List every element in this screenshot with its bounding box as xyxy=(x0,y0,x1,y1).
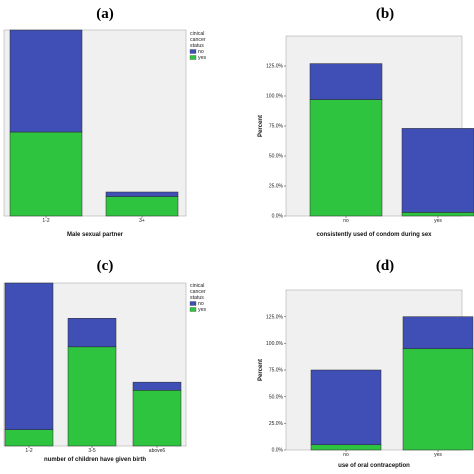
bar-yes-no xyxy=(310,444,382,451)
y-tick-label: 50.0% xyxy=(269,394,284,400)
y-tick-label: 0.0% xyxy=(272,214,284,220)
x-axis-title: number of children have given birth xyxy=(44,457,146,463)
y-tick-label: 100.0% xyxy=(266,94,284,100)
bar-no-1-2 xyxy=(4,282,54,430)
x-tick-label: yes xyxy=(434,452,442,458)
legend-label-no: no xyxy=(198,301,204,307)
panel-letter-c: (c) xyxy=(97,258,114,274)
y-tick-label: 50.0% xyxy=(269,154,284,160)
bar-no-1-2 xyxy=(9,29,83,133)
legend-label-yes: yes xyxy=(198,55,206,61)
bar-no-yes xyxy=(401,128,474,213)
legend-title: cinical xyxy=(190,283,204,289)
legend-title: cinical xyxy=(190,31,204,37)
bar-yes-above6 xyxy=(132,390,182,447)
y-axis-title: Percent xyxy=(258,115,264,137)
bar-no-no xyxy=(310,369,382,445)
y-tick-label: 25.0% xyxy=(269,421,284,427)
panel-letter-d: (d) xyxy=(376,258,394,274)
y-tick-label: 125.0% xyxy=(266,314,284,320)
y-tick-label: 75.0% xyxy=(269,124,284,130)
x-axis-title: use of oral contraception xyxy=(338,463,410,469)
legend-title: cancer xyxy=(190,289,206,295)
bar-yes-yes xyxy=(401,212,474,217)
legend-title: status xyxy=(190,43,204,49)
y-axis-title: Percent xyxy=(258,359,264,381)
y-tick-label: 0.0% xyxy=(272,448,284,454)
x-tick-label: 3+ xyxy=(139,218,145,224)
legend-swatch-yes xyxy=(189,307,197,312)
panel-letter-b: (b) xyxy=(376,6,394,22)
x-tick-label: no xyxy=(343,452,349,458)
bar-no-above6 xyxy=(132,381,182,391)
chart-panel-b: 0.0% 25.0% 50.0% 75.0% 100.0% 125.0% Percent no… xyxy=(258,35,474,238)
y-tick-label: 25.0% xyxy=(269,184,284,190)
bar-no-3-5 xyxy=(67,318,117,348)
x-axis-title: consistently used of condom during sex xyxy=(316,232,432,238)
bar-no-3+ xyxy=(105,191,179,197)
legend-title: cancer xyxy=(190,37,206,43)
bar-yes-yes xyxy=(402,348,474,451)
x-tick-label: above6 xyxy=(149,448,166,454)
y-tick-label: 75.0% xyxy=(269,368,284,374)
x-tick-label: 1-2 xyxy=(42,218,49,224)
x-tick-label: yes xyxy=(434,218,442,224)
legend-title: status xyxy=(190,295,204,301)
x-axis-title: Male sexual partner xyxy=(67,232,124,238)
bar-no-yes xyxy=(402,316,474,349)
legend-label-yes: yes xyxy=(198,307,206,313)
chart-panel-d: 0.0% 25.0% 50.0% 75.0% 100.0% 125.0% Percent no… xyxy=(258,289,474,469)
y-tick-label: 100.0% xyxy=(266,341,284,347)
x-tick-label: 3-5 xyxy=(88,448,95,454)
chart-panel-a: 1-2 3+ Male sexual partner cinicalcancersta… xyxy=(3,29,206,238)
bar-yes-no xyxy=(309,99,383,217)
bar-yes-3-5 xyxy=(67,346,117,447)
panel-letter-a: (a) xyxy=(96,6,114,22)
x-tick-label: 1-2 xyxy=(25,448,32,454)
y-tick-label: 125.0% xyxy=(266,64,284,70)
legend-swatch-no xyxy=(189,301,197,306)
legend-swatch-no xyxy=(189,49,197,54)
legend-label-no: no xyxy=(198,49,204,55)
bar-yes-1-2 xyxy=(4,429,54,447)
x-tick-label: no xyxy=(343,218,349,224)
bar-yes-3+ xyxy=(105,196,179,217)
legend-swatch-yes xyxy=(189,55,197,60)
bar-yes-1-2 xyxy=(9,131,83,217)
bar-no-no xyxy=(309,63,383,100)
